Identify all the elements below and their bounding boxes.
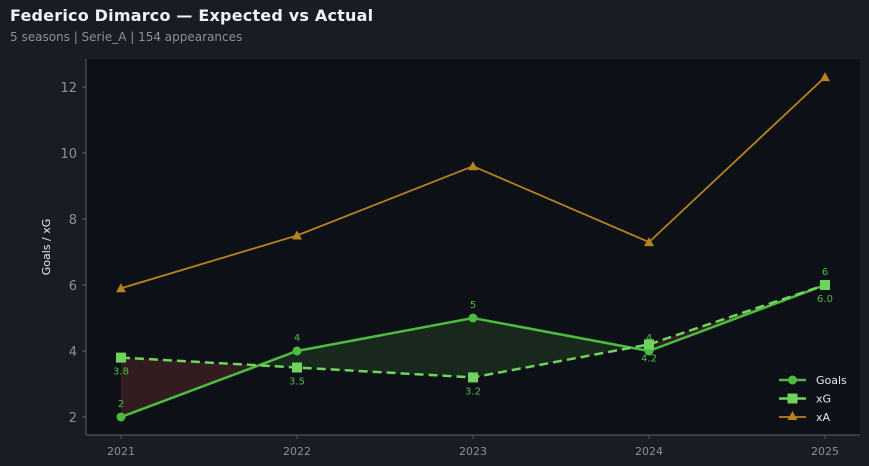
x-tick-label: 2022 xyxy=(283,445,311,458)
y-axis-label: Goals / xG xyxy=(40,219,53,276)
goals-value-label: 6 xyxy=(822,267,828,278)
data-labels: 2 4 5 4 6 3.8 3.5 3.2 4.2 6.0 xyxy=(113,267,833,410)
y-tick-label: 6 xyxy=(69,279,77,294)
square-marker xyxy=(468,372,478,383)
legend: Goals xG xA xyxy=(779,374,847,424)
axes: 2 4 6 8 10 12 2021 2022 2023 2024 2025 xyxy=(60,59,860,458)
legend-label: xA xyxy=(816,411,831,424)
y-tick-label: 4 xyxy=(69,345,77,360)
x-tick-label: 2021 xyxy=(107,445,135,458)
legend-circle-icon xyxy=(788,375,797,385)
x-tick-label: 2025 xyxy=(811,445,839,458)
legend-label: Goals xyxy=(816,374,847,387)
x-tick-label: 2024 xyxy=(635,445,663,458)
goals-value-label: 5 xyxy=(470,300,476,311)
square-marker xyxy=(116,352,126,363)
goals-value-label: 4 xyxy=(294,333,300,344)
y-tick-label: 2 xyxy=(69,411,77,426)
triangle-marker xyxy=(787,411,798,420)
xg-value-label: 3.8 xyxy=(113,367,129,378)
xg-value-label: 3.5 xyxy=(289,377,305,388)
y-tick-label: 12 xyxy=(60,81,77,96)
triangle-marker xyxy=(644,237,654,247)
triangle-marker xyxy=(820,72,830,82)
xg-value-label: 3.2 xyxy=(465,386,481,397)
y-tick-label: 8 xyxy=(69,213,77,228)
square-marker xyxy=(820,280,830,290)
x-tick-label: 2023 xyxy=(459,445,487,458)
circle-marker xyxy=(116,412,126,422)
circle-marker xyxy=(468,313,478,323)
legend-label: xG xyxy=(816,393,831,406)
chart-subtitle: 5 seasons | Serie_A | 154 appearances xyxy=(10,30,243,44)
square-marker xyxy=(644,339,654,350)
triangle-marker xyxy=(292,230,302,240)
xg-value-label: 4.2 xyxy=(641,353,657,364)
xg-value-label: 6.0 xyxy=(817,294,833,305)
goals-value-label: 2 xyxy=(118,399,124,410)
series-lines xyxy=(116,72,830,422)
chart-title: Federico Dimarco — Expected vs Actual xyxy=(10,6,374,25)
goals-value-label: 4 xyxy=(646,333,652,344)
triangle-marker xyxy=(116,283,126,293)
square-marker xyxy=(292,362,302,373)
legend-square-icon xyxy=(787,393,798,404)
triangle-marker xyxy=(468,161,478,171)
y-tick-label: 10 xyxy=(60,147,77,162)
circle-marker xyxy=(292,346,302,356)
